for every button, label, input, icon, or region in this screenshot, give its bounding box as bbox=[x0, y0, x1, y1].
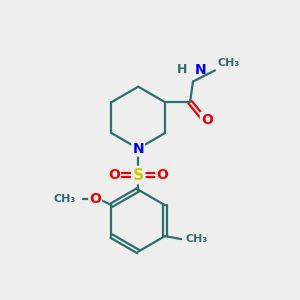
Text: CH₃: CH₃ bbox=[54, 194, 76, 204]
Text: O: O bbox=[89, 192, 101, 206]
Text: N: N bbox=[132, 142, 144, 155]
Text: CH₃: CH₃ bbox=[186, 234, 208, 244]
Text: O: O bbox=[156, 168, 168, 182]
Text: O: O bbox=[108, 168, 120, 182]
Text: H: H bbox=[177, 63, 188, 76]
Text: CH₃: CH₃ bbox=[218, 58, 240, 68]
Text: N: N bbox=[194, 63, 206, 77]
Text: S: S bbox=[133, 167, 144, 182]
Text: O: O bbox=[201, 113, 213, 127]
